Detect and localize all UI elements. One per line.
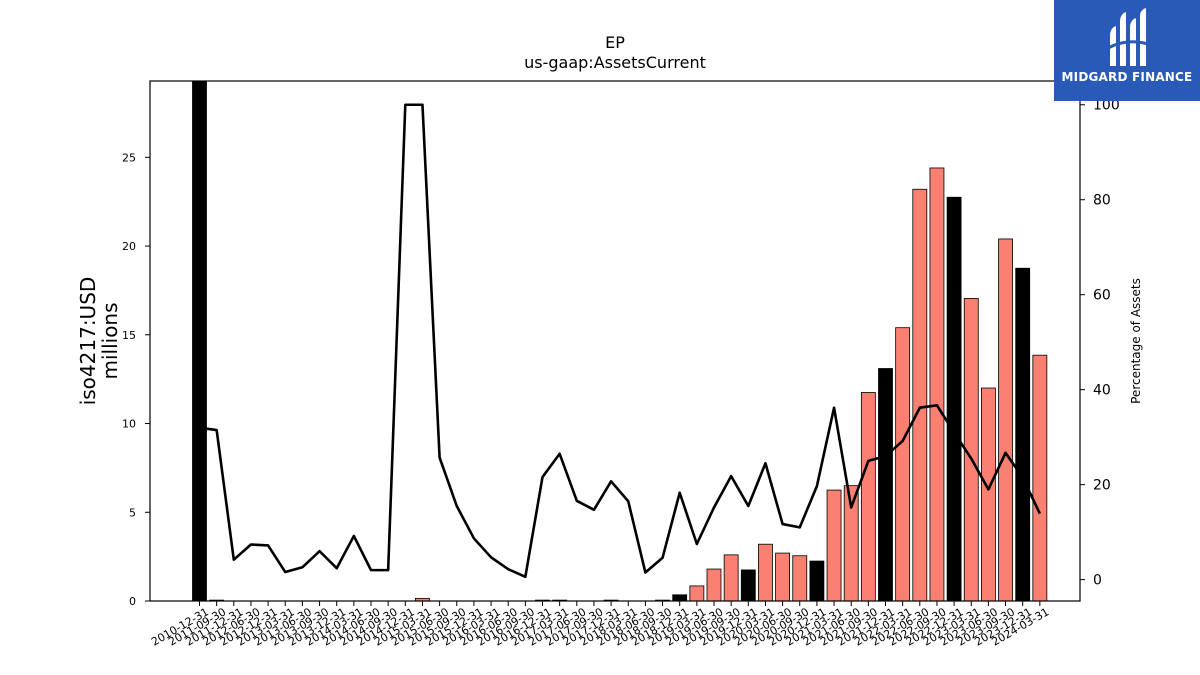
bar-2021-03-31	[895, 327, 911, 602]
left-axis-label-line: millions	[98, 302, 122, 379]
bar-2018-06-30	[706, 568, 722, 602]
bar-2019-03-31	[758, 543, 773, 602]
bar-2020-09-30	[860, 392, 876, 602]
right-axis-label: Percentage of Assets	[1129, 278, 1143, 404]
bars-layer	[192, 80, 1048, 602]
bar-2023-03-31	[1032, 354, 1048, 602]
bar-2022-09-30	[998, 238, 1013, 602]
bar-2020-03-31	[826, 489, 842, 602]
logo-text: MIDGARD FINANCE	[1061, 70, 1193, 84]
bar-2021-12-31	[946, 196, 962, 602]
chart-subtitle: us-gaap:AssetsCurrent	[524, 53, 706, 72]
bar-2018-09-30	[723, 554, 739, 602]
right-tick-label: 40	[1093, 383, 1111, 399]
percentage-line	[199, 103, 1042, 579]
left-tick-label: 0	[129, 595, 136, 608]
left-tick-label: 10	[122, 418, 136, 431]
bar-2010-12-31	[192, 80, 207, 602]
right-tick-label: 80	[1093, 193, 1111, 209]
bar-2022-06-30	[981, 387, 996, 602]
bar-2018-12-31	[740, 569, 756, 602]
right-tick-label: 0	[1093, 573, 1102, 589]
bar-2017-12-31	[672, 594, 688, 602]
chart-title: EP	[605, 33, 625, 52]
bar-2019-12-31	[809, 560, 825, 602]
midgard-logo-icon	[1107, 8, 1149, 66]
right-y-axis: 0 20 40 60 80 100	[1080, 98, 1120, 589]
left-tick-label: 20	[122, 240, 136, 253]
bar-2021-06-30	[912, 188, 928, 602]
left-y-axis: 0 5 10 15 20 25	[122, 151, 150, 608]
bar-2019-06-30	[775, 552, 790, 602]
right-tick-label: 20	[1093, 478, 1111, 494]
right-tick-label: 100	[1093, 98, 1120, 114]
bar-2021-09-30	[929, 167, 945, 602]
bar-2018-03-31	[689, 585, 705, 602]
left-tick-label: 25	[122, 151, 136, 164]
brand-logo: MIDGARD FINANCE	[1054, 0, 1200, 101]
left-tick-label: 5	[129, 506, 136, 519]
left-axis-label: iso4217:USDmillions	[76, 277, 122, 406]
bar-2019-09-30	[792, 555, 808, 602]
bar-2020-12-31	[878, 368, 893, 602]
x-axis: 2010-12-312011-09-302011-12-312012-06-30…	[149, 601, 1051, 649]
plot-frame	[149, 80, 1081, 602]
left-axis-label-line: iso4217:USD	[76, 277, 100, 406]
bar-2022-12-31	[1015, 267, 1031, 602]
left-tick-label: 15	[122, 329, 136, 342]
right-tick-label: 60	[1093, 288, 1111, 304]
